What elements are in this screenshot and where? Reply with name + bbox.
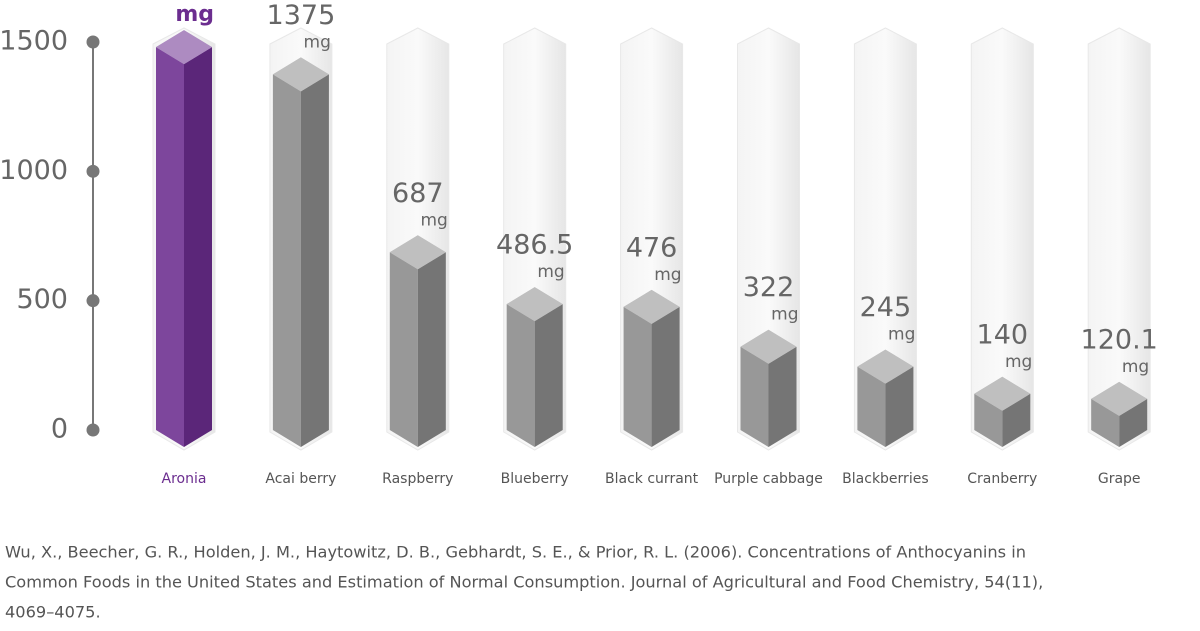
value-label: 486.5 xyxy=(496,230,573,261)
bar-left-face-shade xyxy=(272,74,301,447)
bar-top-shade xyxy=(389,235,446,270)
bar-right-face-shade xyxy=(768,346,797,447)
bar-top xyxy=(389,235,446,270)
value-unit: mg xyxy=(1005,352,1032,372)
bar-right-face-shade xyxy=(300,74,329,447)
x-tick-label: Grape xyxy=(1098,471,1141,487)
bar-top-shade xyxy=(857,349,914,384)
bar-top-shade xyxy=(1091,381,1148,416)
value-label: 322 xyxy=(743,272,795,303)
bar-left-face xyxy=(740,346,769,447)
bar-top xyxy=(974,376,1031,411)
bar-right-face xyxy=(417,252,446,447)
bar-left-face-shade xyxy=(857,366,886,447)
y-tick-label: 0 xyxy=(51,414,68,445)
bar-left-face xyxy=(623,306,652,447)
x-tick-label: Aronia xyxy=(162,471,207,487)
bar-left-face-shade xyxy=(623,306,652,447)
source-line: Common Foods in the United States and Es… xyxy=(5,573,1043,592)
bar-left-face xyxy=(506,304,535,447)
x-tick-label: Purple cabbage xyxy=(714,471,823,487)
bar-left-face-shade xyxy=(740,346,769,447)
bar-tube xyxy=(1087,27,1151,451)
x-tick-label: Acai berry xyxy=(265,471,336,487)
bar-right-face-shade xyxy=(885,366,914,447)
bar-left-face-shade xyxy=(1091,398,1120,447)
value-unit: mg xyxy=(537,262,564,282)
bar-right-face xyxy=(651,306,680,447)
bar-left-face xyxy=(272,74,301,447)
source-line: Wu, X., Beecher, G. R., Holden, J. M., H… xyxy=(5,543,1026,562)
value-label: 120.1 xyxy=(1081,324,1158,355)
x-tick-label: Blueberry xyxy=(501,471,569,487)
bar-right-face xyxy=(768,346,797,447)
value-label: 1480 xyxy=(137,0,232,8)
x-tick-label: Blackberries xyxy=(842,471,928,487)
bar-right-face xyxy=(1002,393,1031,447)
bar-right-face xyxy=(885,366,914,447)
value-unit: mg xyxy=(175,2,214,27)
bar-right-face-shade xyxy=(417,252,446,447)
bar-tube xyxy=(853,27,917,451)
bar-top-shade xyxy=(740,329,797,364)
bar-right-face xyxy=(534,304,563,447)
bar-right-face xyxy=(1119,398,1148,447)
bar-top xyxy=(272,57,329,92)
value-unit: mg xyxy=(888,325,915,345)
bar-right-face xyxy=(300,74,329,447)
bar-top-shade xyxy=(506,287,563,322)
y-tick-label: 500 xyxy=(16,284,68,315)
value-unit: mg xyxy=(1122,357,1149,377)
bar-left-face-shade xyxy=(506,304,535,447)
bar-right-face-shade xyxy=(534,304,563,447)
bar-top xyxy=(623,289,680,324)
value-unit: mg xyxy=(304,32,331,52)
bar-top-shade xyxy=(623,289,680,324)
y-tick-label: 1500 xyxy=(0,26,68,57)
bar-left-face xyxy=(857,366,886,447)
bar-left-face-shade xyxy=(156,47,184,447)
bar-right-face-shade xyxy=(1002,393,1031,447)
tick-dot xyxy=(86,294,100,308)
tick-dot xyxy=(86,423,100,437)
bar-top xyxy=(156,30,212,65)
bar-right-face-shade xyxy=(184,47,212,447)
bar-left-face xyxy=(389,252,418,447)
bar-left-face-shade xyxy=(974,393,1003,447)
bar-top xyxy=(740,329,797,364)
value-unit: mg xyxy=(654,265,681,285)
bar-right-face xyxy=(184,47,212,447)
bar-top-shade xyxy=(974,376,1031,411)
bar-top xyxy=(1091,381,1148,416)
value-label: 140 xyxy=(977,319,1029,350)
x-tick-label: Black currant xyxy=(605,471,699,487)
value-label: 1375 xyxy=(267,0,336,31)
source-line: 4069–4075. xyxy=(5,603,101,622)
bar-left-face xyxy=(974,393,1003,447)
bar-right-face-shade xyxy=(1119,398,1148,447)
bar-left-face xyxy=(1091,398,1120,447)
x-tick-label: Cranberry xyxy=(967,471,1037,487)
bar-top xyxy=(506,287,563,322)
tick-dot xyxy=(86,164,100,178)
bar-left-face-shade xyxy=(389,252,418,447)
value-unit: mg xyxy=(420,210,447,230)
value-label: 476 xyxy=(626,232,678,263)
bar-tube xyxy=(970,27,1034,451)
bar-right-face-shade xyxy=(651,306,680,447)
bar-top-shade xyxy=(272,57,329,92)
tick-dot xyxy=(86,35,100,49)
bar-left-face xyxy=(156,47,184,447)
bar-top xyxy=(857,349,914,384)
value-label: 687 xyxy=(392,178,444,209)
value-label: 245 xyxy=(860,292,912,323)
value-unit: mg xyxy=(771,305,798,325)
y-tick-label: 1000 xyxy=(0,155,68,186)
bar-top-shade xyxy=(156,30,212,65)
x-tick-label: Raspberry xyxy=(382,471,453,487)
